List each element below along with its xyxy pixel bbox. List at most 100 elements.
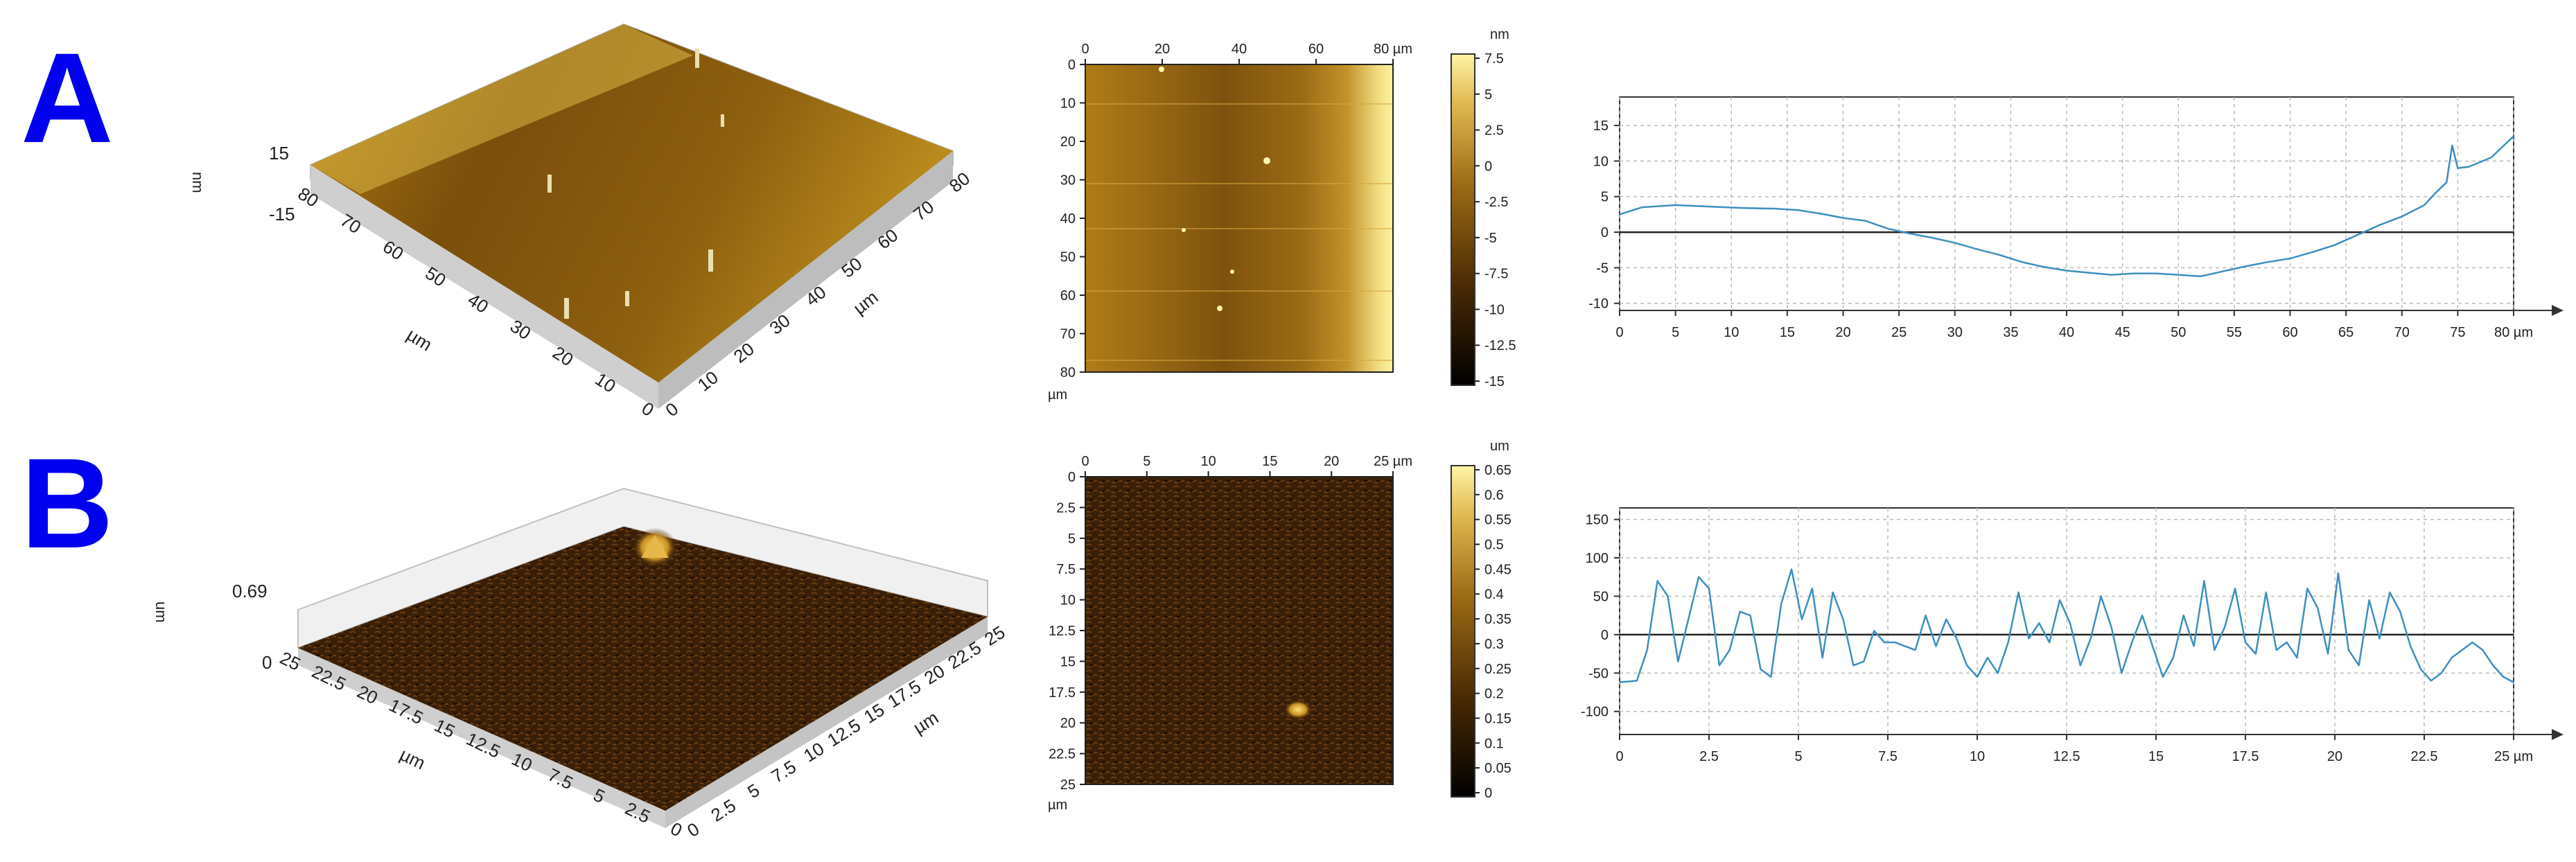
map2d-a-y-tick: 80 [1060, 365, 1076, 380]
profile-chart-a-x-tick: 45 [2115, 325, 2130, 340]
map2d-b-y-tick: 17.5 [1049, 685, 1076, 701]
colorbar-a-unit: nm [1490, 27, 1509, 42]
map2d-b-y-tick: 7.5 [1056, 562, 1076, 577]
map2d-a [1085, 64, 1394, 373]
surface3d-b-sidewall-left [298, 648, 665, 828]
profile-chart-a-x-tick: 65 [2338, 325, 2354, 340]
map2d-a-x-tick: 20 [1155, 42, 1170, 57]
colorbar-a-tick: 5 [1484, 87, 1492, 103]
surface3d-a-y-unit: µm [849, 287, 882, 319]
profile-chart-a-x-tick: 60 [2282, 325, 2297, 340]
panel-label-b: B [21, 432, 114, 575]
colorbar-a-ticks: 7.5 5 2.5 0 -2.5 -5 -7.5 -10 -12.5 -15 [1475, 51, 1516, 389]
profile-chart-b-x-tick: 22.5 [2411, 749, 2438, 764]
map2d-a-streaks [1085, 103, 1393, 361]
profile-chart-a-x-tick: 0 [1615, 325, 1623, 340]
colorbar-b-ticks: 0.65 0.6 0.55 0.5 0.45 0.4 0.35 0.3 0.25 0.2 0.15 0… [1475, 463, 1512, 801]
map2d-b-y-tick: 5 [1068, 531, 1076, 547]
colorbar-b-tick: 0.45 [1484, 562, 1512, 577]
map2d-b-x-tick: 10 [1200, 454, 1216, 469]
map2d-b-x-tick: 0 [1081, 454, 1089, 469]
surface3d-b-y-tick: 0 [683, 818, 703, 841]
colorbar-b-tick: 0.35 [1484, 612, 1512, 627]
profile-chart-a-y-tick: 15 [1593, 118, 1609, 134]
surface3d-a [310, 23, 954, 409]
colorbar-a-tick: -7.5 [1484, 267, 1508, 282]
profile-chart-b-x-tick: 17.5 [2232, 749, 2259, 764]
panel-label-a: A [21, 27, 114, 170]
profile-chart-b-y-tick: -50 [1588, 666, 1609, 681]
map2d-a-y-tick: 70 [1060, 327, 1076, 342]
profile-chart-b-x-tick: 10 [1970, 749, 1985, 764]
profile-chart-a-x-tick: 20 [1835, 325, 1850, 340]
colorbar-b-tick: 0.2 [1484, 687, 1504, 702]
map2d-b-x-tick: 15 [1262, 454, 1277, 469]
profile-chart-a: 0 5 10 15 20 25 30 35 40 45 50 55 60 65 70 75 80 µm15105… [1588, 96, 2564, 340]
map2d-a-x-tick: 0 [1081, 42, 1089, 57]
map2d-a-particles [1159, 67, 1270, 311]
profile-chart-b-y-tick: -100 [1581, 705, 1609, 720]
colorbar-b-unit: um [1490, 439, 1509, 454]
colorbar-a-tick: -10 [1484, 302, 1505, 317]
map2d-b-y-unit: µm [1048, 798, 1067, 813]
colorbar-b-tick: 0.65 [1484, 463, 1512, 478]
profile-chart-b-x-tick: 12.5 [2053, 749, 2080, 764]
map2d-b-y-tick: 15 [1060, 654, 1076, 669]
map2d-b-image [1085, 477, 1393, 784]
map2d-a-y-tick: 10 [1060, 96, 1076, 112]
profile-chart-a-x-tick: 70 [2394, 325, 2410, 340]
profile-chart-a-x-tick: 35 [2003, 325, 2018, 340]
profile-chart-b-y-tick: 150 [1586, 513, 1609, 528]
surface3d-b-x-unit: µm [396, 744, 428, 773]
colorbar-a [1451, 53, 1475, 386]
map2d-a-x-ticks: 0 20 40 60 80 µm [1081, 42, 1412, 64]
map2d-a-y-ticks: 0 10 20 30 40 50 60 70 80 [1060, 58, 1085, 380]
colorbar-b-tick: 0.05 [1484, 761, 1512, 776]
profile-chart-a-x-tick: 40 [2059, 325, 2074, 340]
map2d-b-y-tick: 10 [1060, 593, 1076, 608]
profile-chart-a-y-tick: 0 [1601, 225, 1609, 240]
map2d-b-y-tick: 22.5 [1049, 747, 1076, 762]
surface3d-a-x-tick: 0 [638, 398, 658, 421]
profile-chart-a-y-tick: 10 [1593, 154, 1609, 169]
colorbar-a-tick: -2.5 [1484, 195, 1508, 210]
surface3d-b-z-top: 0.69 [232, 581, 268, 601]
profile-chart-a-x-tick: 30 [1947, 325, 1963, 340]
profile-chart-a-x-tick: 75 [2450, 325, 2465, 340]
map2d-b-x-tick: 25 µm [1374, 454, 1412, 469]
surface3d-a-z-unit: nm [189, 172, 207, 193]
colorbar-b-tick: 0.25 [1484, 662, 1512, 677]
surface3d-b-y-tick: 5 [744, 780, 763, 802]
map2d-b-y-tick: 20 [1060, 716, 1076, 731]
map2d-b-x-ticks: 0 5 10 15 20 25 µm [1081, 454, 1412, 477]
surface3d-a-y-tick: 0 [662, 398, 683, 421]
profile-chart-b-y-tick: 50 [1593, 589, 1609, 604]
colorbar-b-tick: 0.4 [1484, 587, 1504, 602]
profile-chart-b: 0 2.5 5 7.5 10 12.5 15 17.5 20 22.5 25 µm 150 100 50 0… [1581, 507, 2564, 764]
colorbar-b [1451, 465, 1475, 798]
profile-chart-b-x-tick: 0 [1615, 749, 1623, 764]
colorbar-a-tick: 0 [1484, 159, 1492, 174]
profile-chart-b-x-tick: 2.5 [1699, 749, 1719, 764]
surface3d-b-peak-top [641, 535, 669, 558]
surface3d-a-spikes [547, 49, 724, 319]
map2d-b-x-tick: 20 [1324, 454, 1339, 469]
map2d-a-x-tick: 40 [1232, 42, 1247, 57]
surface3d-b [297, 487, 988, 828]
surface3d-a-highlight [310, 24, 693, 194]
colorbar-b-tick: 0.6 [1484, 488, 1504, 503]
colorbar-a-tick: -12.5 [1484, 338, 1516, 353]
surface3d-a-x-unit: µm [403, 324, 436, 355]
profile-chart-a-x-tick: 55 [2227, 325, 2242, 340]
profile-chart-a-x-tick: 25 [1891, 325, 1907, 340]
map2d-b [1085, 476, 1394, 785]
profile-chart-b-x-tick: 7.5 [1878, 749, 1898, 764]
profile-chart-a-x-tick: 10 [1724, 325, 1739, 340]
colorbar-b-tick: 0.3 [1484, 637, 1504, 652]
colorbar-a-tick: -5 [1484, 231, 1497, 246]
surface3d-b-y-unit: µm [909, 707, 942, 738]
colorbar-a-tick: 7.5 [1484, 51, 1504, 67]
profile-chart-b-series-line [1619, 568, 2514, 683]
map2d-a-y-tick: 0 [1068, 58, 1076, 73]
